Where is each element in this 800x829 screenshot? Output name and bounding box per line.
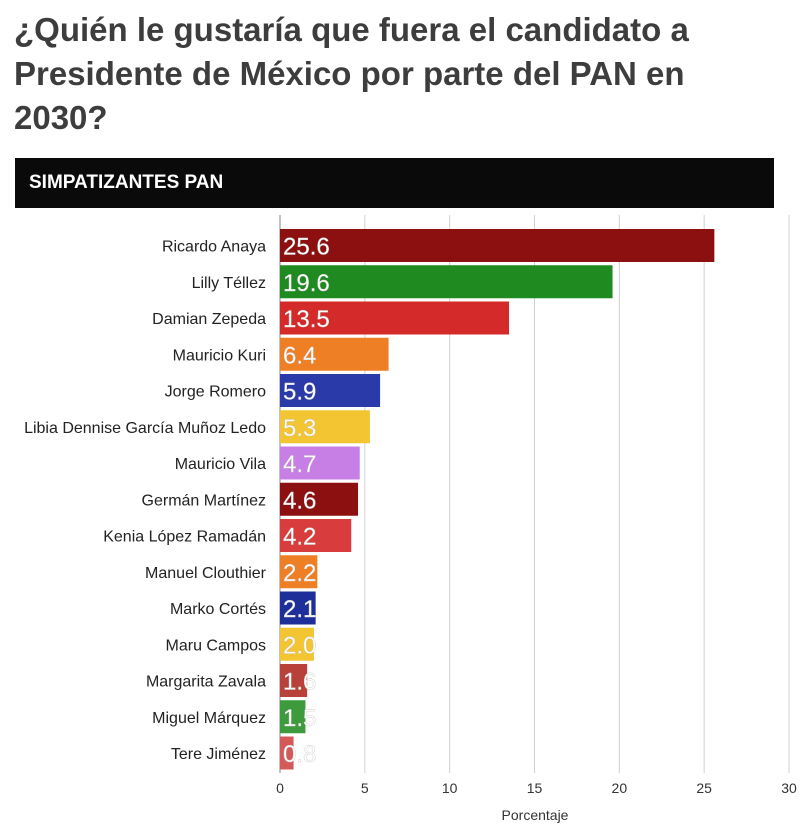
value-label: 1.5 <box>283 705 316 732</box>
bar <box>280 301 510 335</box>
value-label: 2.1 <box>283 596 316 623</box>
category-label: Lilly Téllez <box>192 275 266 292</box>
value-label: 5.3 <box>283 415 316 442</box>
category-label: Maru Campos <box>166 637 266 654</box>
value-label: 13.5 <box>283 306 330 333</box>
value-label: 5.9 <box>283 379 316 406</box>
value-labels: 25.6 19.6 13.5 6.4 5.9 5.3 4.7 4.6 4.2 2.2 2.1 2.0 1… <box>283 233 330 768</box>
bar <box>280 337 389 371</box>
x-tick-labels: 0 5 10 15 20 25 30 <box>276 780 797 796</box>
bar <box>280 736 294 770</box>
value-label: 2.2 <box>283 560 316 587</box>
bar <box>280 627 314 661</box>
bar <box>280 519 352 552</box>
x-tick-label: 30 <box>781 780 797 796</box>
category-label: Jorge Romero <box>165 384 266 401</box>
bar-chart: Ricardo Anaya Lilly Téllez Damian Zepeda Ma… <box>24 215 797 823</box>
category-label: Damian Zepeda <box>152 311 266 328</box>
bars <box>280 229 715 770</box>
value-label: 6.4 <box>283 342 316 369</box>
bar <box>280 446 360 480</box>
category-label: Tere Jiménez <box>171 746 266 763</box>
category-label: Germán Martínez <box>142 492 266 509</box>
category-label: Mauricio Kuri <box>173 347 266 364</box>
value-label: 4.7 <box>283 451 316 478</box>
bar <box>280 410 370 444</box>
x-tick-label: 10 <box>442 780 458 796</box>
category-label: Libia Dennise García Muñoz Ledo <box>24 420 266 437</box>
category-label: Miguel Márquez <box>152 710 266 727</box>
bar <box>280 555 318 589</box>
banner-label: SIMPATIZANTES PAN <box>29 172 224 193</box>
category-label: Margarita Zavala <box>146 674 266 691</box>
category-labels: Ricardo Anaya Lilly Téllez Damian Zepeda Ma… <box>24 239 267 764</box>
category-label: Kenia López Ramadán <box>103 529 266 546</box>
x-tick-label: 15 <box>527 780 543 796</box>
x-tick-label: 25 <box>696 780 712 796</box>
category-label: Manuel Clouthier <box>145 565 267 582</box>
bar <box>280 229 715 262</box>
chart-title: ¿Quién le gustaría que fuera el candidat… <box>14 11 689 136</box>
bar <box>280 482 359 516</box>
bar <box>280 591 316 625</box>
bar <box>280 700 306 734</box>
bar <box>280 265 613 299</box>
value-label: 19.6 <box>283 270 330 297</box>
value-label: 4.2 <box>283 524 316 551</box>
category-label: Ricardo Anaya <box>162 239 266 256</box>
category-label: Mauricio Vila <box>175 456 266 473</box>
value-label: 1.6 <box>283 669 316 696</box>
bar <box>280 374 381 407</box>
x-tick-label: 5 <box>361 780 369 796</box>
value-label: 25.6 <box>283 234 330 261</box>
value-label: 4.6 <box>283 487 316 514</box>
section-banner: SIMPATIZANTES PAN <box>15 158 774 208</box>
x-axis-label: Porcentaje <box>502 807 569 823</box>
x-tick-label: 0 <box>276 780 284 796</box>
value-label: 0.8 <box>283 741 316 768</box>
x-tick-label: 20 <box>612 780 628 796</box>
category-label: Marko Cortés <box>170 601 266 618</box>
bar <box>280 664 308 697</box>
value-label: 2.0 <box>283 632 316 659</box>
